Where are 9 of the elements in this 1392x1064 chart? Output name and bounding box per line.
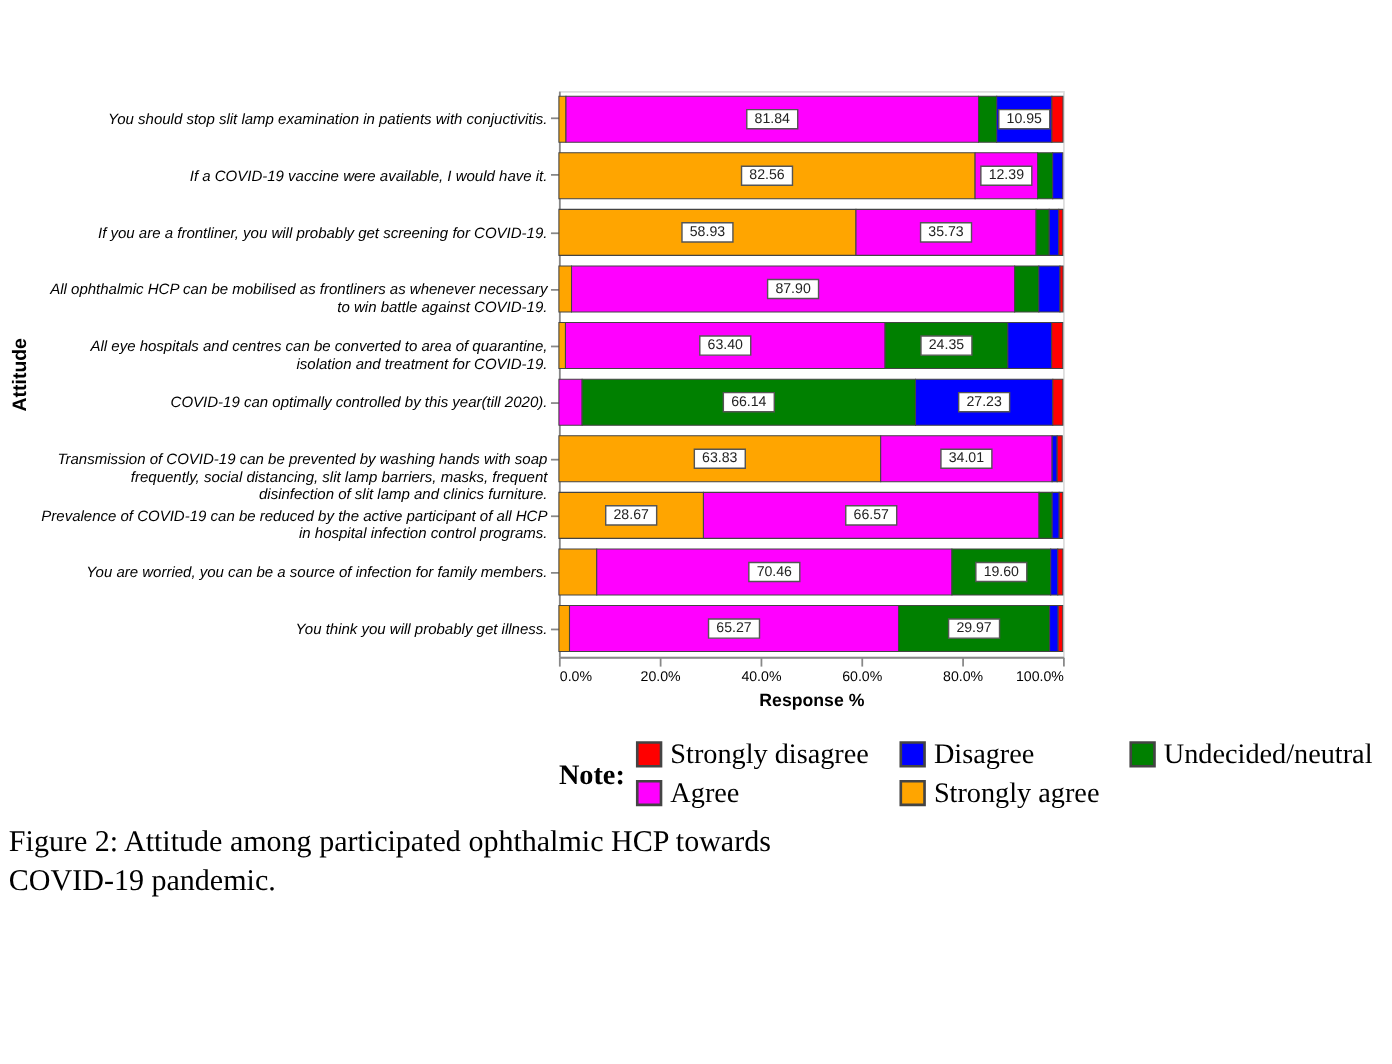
legend-label: Strongly disagree — [670, 739, 869, 772]
x-axis-title: Response % — [759, 689, 865, 710]
y-axis-title: Attitude — [9, 336, 32, 412]
text: Figure 2: Attitude among participated ophthalmic HCP towards COVID-19 pandemic. — [8, 827, 772, 899]
legend-label: Strongly agree — [933, 777, 1100, 810]
legend-label: Agree — [670, 777, 740, 810]
legend-label: Undecided/neutral — [1163, 739, 1373, 772]
legend-label: Disagree — [933, 739, 1035, 772]
legend-title: Note: — [558, 760, 625, 793]
